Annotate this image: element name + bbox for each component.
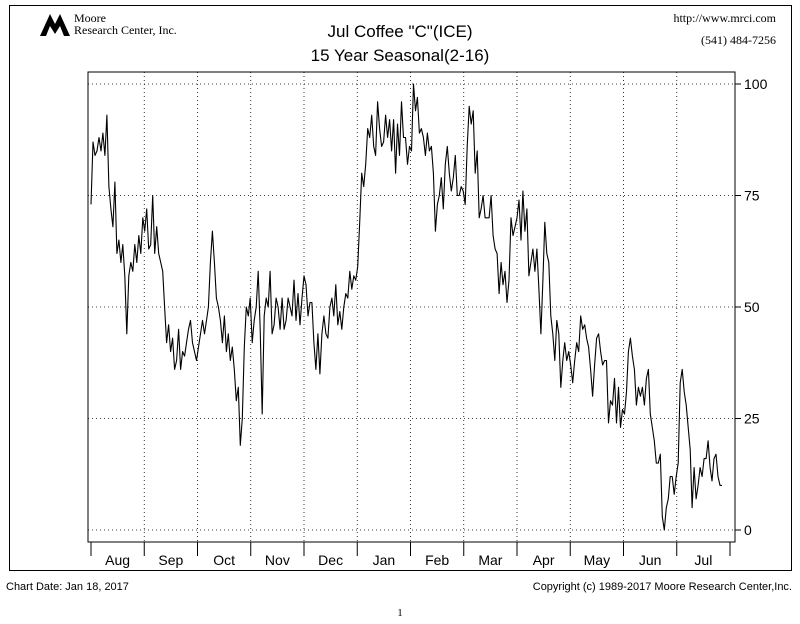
logo-line1: Moore	[74, 11, 106, 25]
chart-frame	[9, 5, 792, 571]
y-tick-label: 25	[744, 411, 760, 427]
chart-date: Chart Date: Jan 18, 2017	[6, 581, 129, 593]
phone-number: (541) 484-7256	[701, 33, 776, 47]
logo-line2: Research Center, Inc.	[74, 23, 177, 37]
website-url: http://www.mrci.com	[673, 11, 776, 25]
y-tick-label: 75	[744, 188, 760, 204]
y-tick-label: 0	[744, 522, 752, 538]
chart-subtitle: 15 Year Seasonal(2-16)	[310, 46, 490, 65]
seasonal-line	[90, 83, 722, 531]
y-tick-label: 50	[744, 299, 760, 315]
y-tick-label: 100	[744, 76, 768, 92]
month-label: Dec	[318, 552, 343, 568]
month-label: Oct	[213, 552, 235, 568]
moore-logo-icon	[40, 14, 70, 36]
month-label: May	[584, 552, 610, 568]
page-number: 1	[397, 607, 403, 619]
month-label: Feb	[425, 552, 449, 568]
month-label: Jan	[373, 552, 396, 568]
month-label: Apr	[533, 552, 555, 568]
month-label: Mar	[478, 552, 502, 568]
month-label: Jul	[694, 552, 712, 568]
month-label: Nov	[265, 552, 290, 568]
month-label: Jun	[639, 552, 662, 568]
chart-title: Jul Coffee "C"(ICE)	[327, 22, 473, 41]
copyright: Copyright (c) 1989-2017 Moore Research C…	[532, 581, 792, 593]
month-label: Aug	[105, 552, 130, 568]
moore-logo: Moore Research Center, Inc.	[40, 12, 177, 36]
month-label: Sep	[158, 552, 183, 568]
